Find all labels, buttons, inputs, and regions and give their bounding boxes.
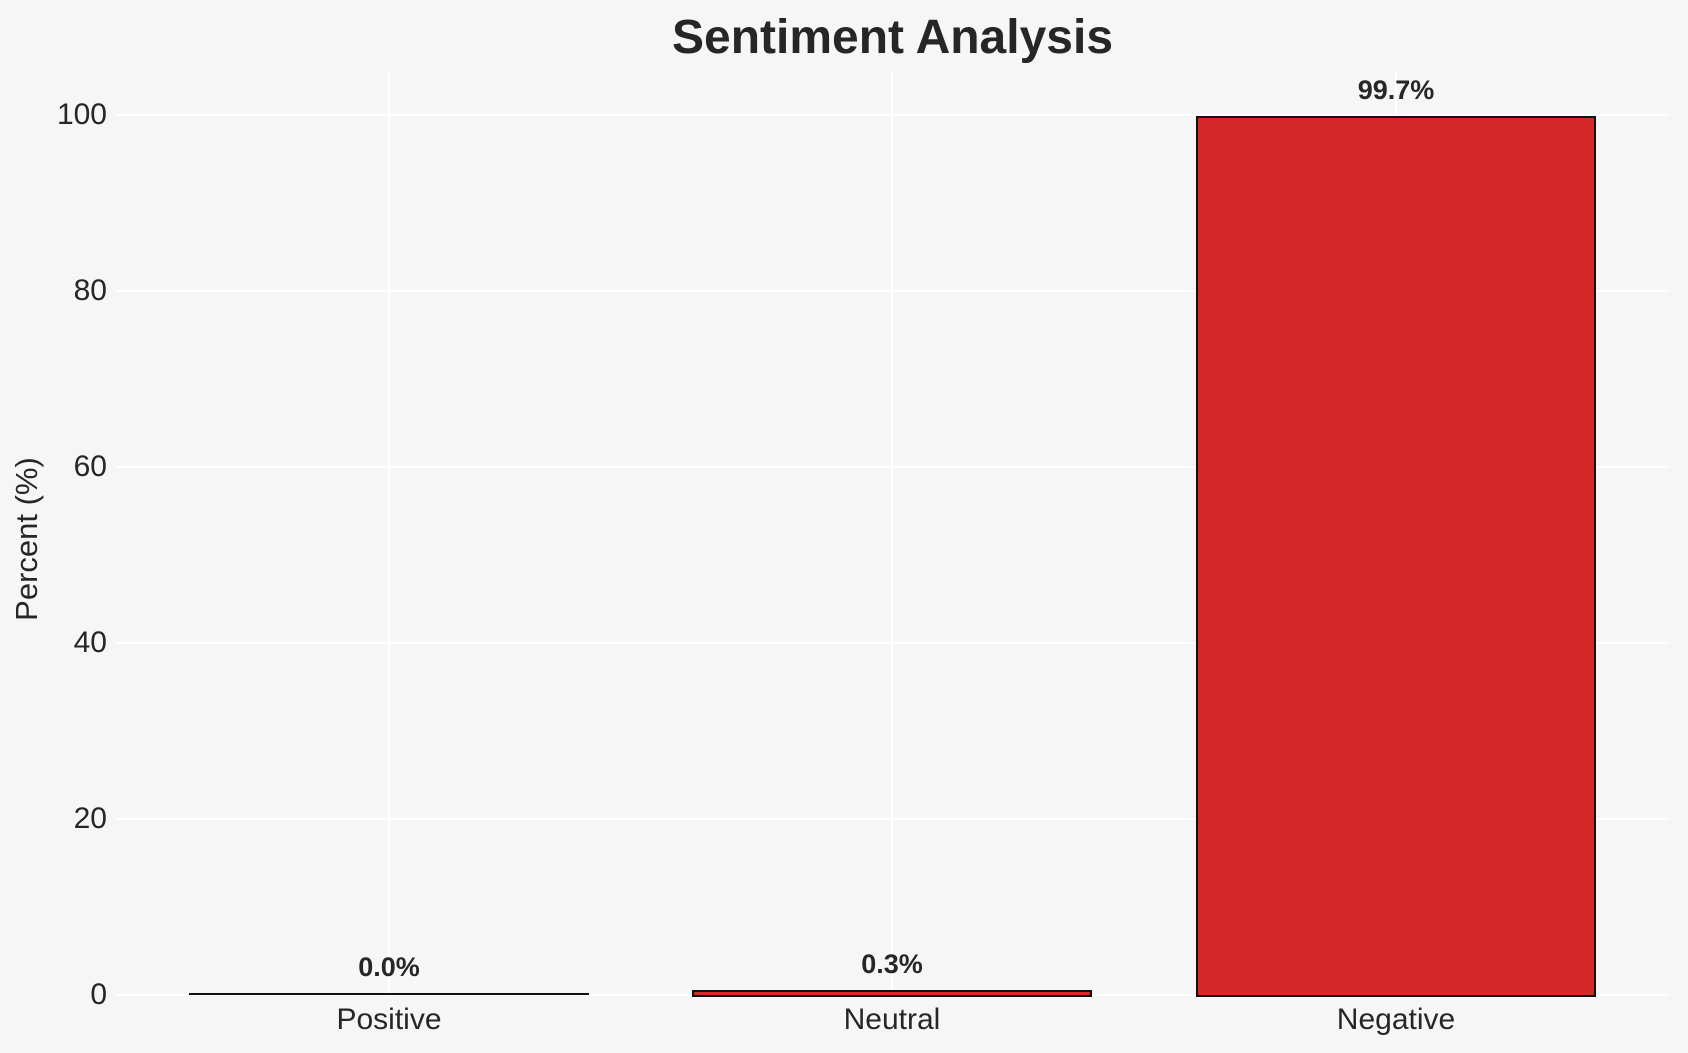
bar-neutral — [692, 990, 1092, 997]
y-tick-label-60: 60 — [73, 450, 107, 483]
bar-positive — [189, 993, 589, 995]
y-tick-label-100: 100 — [56, 98, 107, 131]
value-label-positive: 0.0% — [358, 952, 420, 982]
bar-negative — [1196, 115, 1596, 997]
x-tick-label-negative: Negative — [1336, 1003, 1456, 1036]
chart-title: Sentiment Analysis — [671, 11, 1114, 64]
x-tick-label-positive: Positive — [336, 1003, 442, 1036]
gridline-v-positive — [388, 71, 390, 995]
y-tick-label-20: 20 — [73, 802, 107, 835]
y-tick-label-80: 80 — [73, 274, 107, 307]
y-tick-label-0: 0 — [90, 978, 107, 1011]
value-label-negative: 99.7% — [1357, 74, 1435, 105]
value-label-neutral: 0.3% — [861, 949, 923, 980]
x-tick-label-neutral: Neutral — [843, 1003, 941, 1036]
y-tick-label-40: 40 — [73, 626, 107, 659]
gridline-v-neutral — [891, 71, 893, 995]
